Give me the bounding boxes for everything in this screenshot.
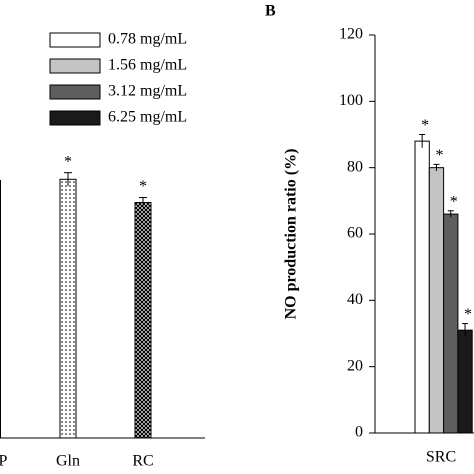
bar [457,329,473,434]
y-tick-label: 120 [339,26,363,43]
y-tick-label: 0 [355,424,363,441]
annotation: * [464,306,472,323]
y-tick-label: 20 [347,357,363,374]
bar [414,140,430,434]
panel-label: B [265,3,276,20]
legend-label: 3.12 mg/mL [108,83,187,100]
y-axis-label: NO production ratio (%) [283,149,300,320]
legend-swatch [49,32,101,48]
legend-swatch [49,58,101,74]
y-tick-label: 80 [347,158,363,175]
annotation: * [64,153,72,170]
legend-label: 0.78 mg/mL [108,31,187,48]
annotation: * [421,117,429,134]
x-tick-label: SRC [426,449,456,466]
x-tick-label: RC [132,453,153,470]
bar [59,178,77,439]
legend-swatch [49,84,101,100]
bar [443,213,459,434]
bar [134,202,152,439]
y-tick-label: 60 [347,225,363,242]
bar [428,167,445,434]
legend-label: 6.25 mg/mL [108,109,187,126]
x-tick-label: Gln [56,453,80,470]
annotation: * [450,193,458,210]
y-tick-label: 40 [347,291,363,308]
legend-label: 1.56 mg/mL [108,57,187,74]
legend-swatch [49,110,101,126]
y-tick-label: 100 [339,92,363,109]
annotation: * [139,178,147,195]
annotation: * [435,147,443,164]
x-tick-label: P [0,453,8,470]
